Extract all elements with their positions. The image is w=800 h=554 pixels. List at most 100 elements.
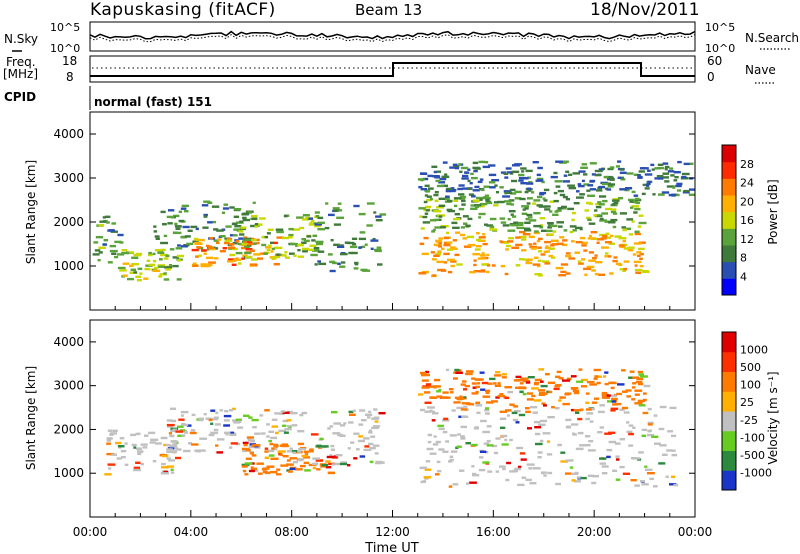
data-cell xyxy=(445,187,453,191)
data-cell xyxy=(178,418,185,421)
data-cell xyxy=(347,447,351,450)
data-cell xyxy=(317,250,325,253)
data-cell xyxy=(135,461,141,464)
data-cell xyxy=(524,207,529,210)
data-cell xyxy=(360,419,367,422)
data-cell xyxy=(93,241,99,244)
data-cell xyxy=(595,261,603,264)
data-cell xyxy=(209,236,214,240)
data-cell xyxy=(535,442,543,446)
data-cell xyxy=(467,168,471,171)
data-cell xyxy=(573,480,581,483)
data-cell xyxy=(334,462,339,466)
colorbar-segment xyxy=(722,371,736,392)
data-cell xyxy=(592,475,599,478)
data-cell xyxy=(140,462,144,466)
data-cell xyxy=(569,459,574,462)
data-cell xyxy=(451,409,456,412)
data-cell xyxy=(453,377,458,380)
data-cell xyxy=(622,228,627,232)
data-cell xyxy=(174,222,178,226)
data-cell xyxy=(519,230,526,234)
data-cell xyxy=(510,192,517,195)
data-cell xyxy=(634,484,640,487)
data-cell xyxy=(423,391,431,394)
data-cell xyxy=(119,437,125,440)
data-cell xyxy=(435,253,441,256)
data-cell xyxy=(167,425,173,428)
data-cell xyxy=(510,213,514,216)
nave-label: Nave xyxy=(745,63,776,77)
data-cell xyxy=(612,259,618,263)
data-cell xyxy=(609,234,614,238)
data-cell xyxy=(423,200,428,204)
data-cell xyxy=(632,382,637,385)
data-cell xyxy=(499,417,507,420)
colorbar-segment xyxy=(722,450,736,471)
data-cell xyxy=(638,451,644,454)
data-cell xyxy=(238,237,245,240)
data-cell xyxy=(454,213,460,216)
colorbar-tick-label: 25 xyxy=(740,396,754,409)
data-cell xyxy=(625,187,633,190)
data-cell xyxy=(163,234,168,238)
data-cell xyxy=(585,435,591,438)
data-cell xyxy=(244,245,250,248)
data-cell xyxy=(586,412,594,415)
data-cell xyxy=(254,446,261,449)
data-cell xyxy=(98,246,106,249)
data-cell xyxy=(513,221,519,224)
data-cell xyxy=(250,440,256,443)
data-cell xyxy=(450,264,455,268)
data-cell xyxy=(368,431,373,434)
data-cell xyxy=(288,470,293,473)
data-cell xyxy=(676,193,680,197)
data-cell xyxy=(425,205,432,209)
data-cell xyxy=(537,259,542,262)
data-cell xyxy=(605,236,611,239)
data-cell xyxy=(119,269,127,272)
data-cell xyxy=(445,189,452,193)
data-cell xyxy=(268,430,274,433)
data-cell xyxy=(163,278,170,281)
data-cell xyxy=(268,439,272,443)
data-cell xyxy=(588,251,594,254)
data-cell xyxy=(425,373,430,377)
data-cell xyxy=(310,433,319,436)
data-cell xyxy=(309,448,314,451)
data-cell xyxy=(477,180,483,184)
data-cell xyxy=(604,255,609,258)
data-cell xyxy=(205,244,210,248)
colorbar-tick-label: 24 xyxy=(740,177,754,190)
data-cell xyxy=(532,202,537,205)
data-cell xyxy=(639,252,644,256)
data-cell xyxy=(256,462,264,465)
freq-trace xyxy=(90,62,695,77)
data-cell xyxy=(424,410,432,413)
data-cell xyxy=(641,483,649,486)
data-cell xyxy=(426,195,432,198)
data-cell xyxy=(194,242,203,245)
data-cell xyxy=(577,260,582,263)
data-cell xyxy=(106,452,115,456)
data-cell xyxy=(619,245,626,249)
data-cell xyxy=(531,394,536,398)
data-cell xyxy=(243,241,249,244)
data-cell xyxy=(339,462,348,466)
data-cell xyxy=(471,382,477,385)
data-cell xyxy=(596,241,600,244)
data-cell xyxy=(152,252,156,256)
data-cell xyxy=(558,399,562,402)
data-cell xyxy=(517,221,524,225)
data-cell xyxy=(314,224,321,228)
data-cell xyxy=(297,442,304,446)
data-cell xyxy=(303,461,309,465)
data-cell xyxy=(487,382,493,385)
data-cell xyxy=(212,220,216,224)
data-cell xyxy=(522,392,527,396)
data-cell xyxy=(446,248,453,251)
data-cell xyxy=(166,448,173,451)
data-cell xyxy=(347,464,351,467)
data-cell xyxy=(466,370,474,373)
data-cell xyxy=(647,423,653,426)
